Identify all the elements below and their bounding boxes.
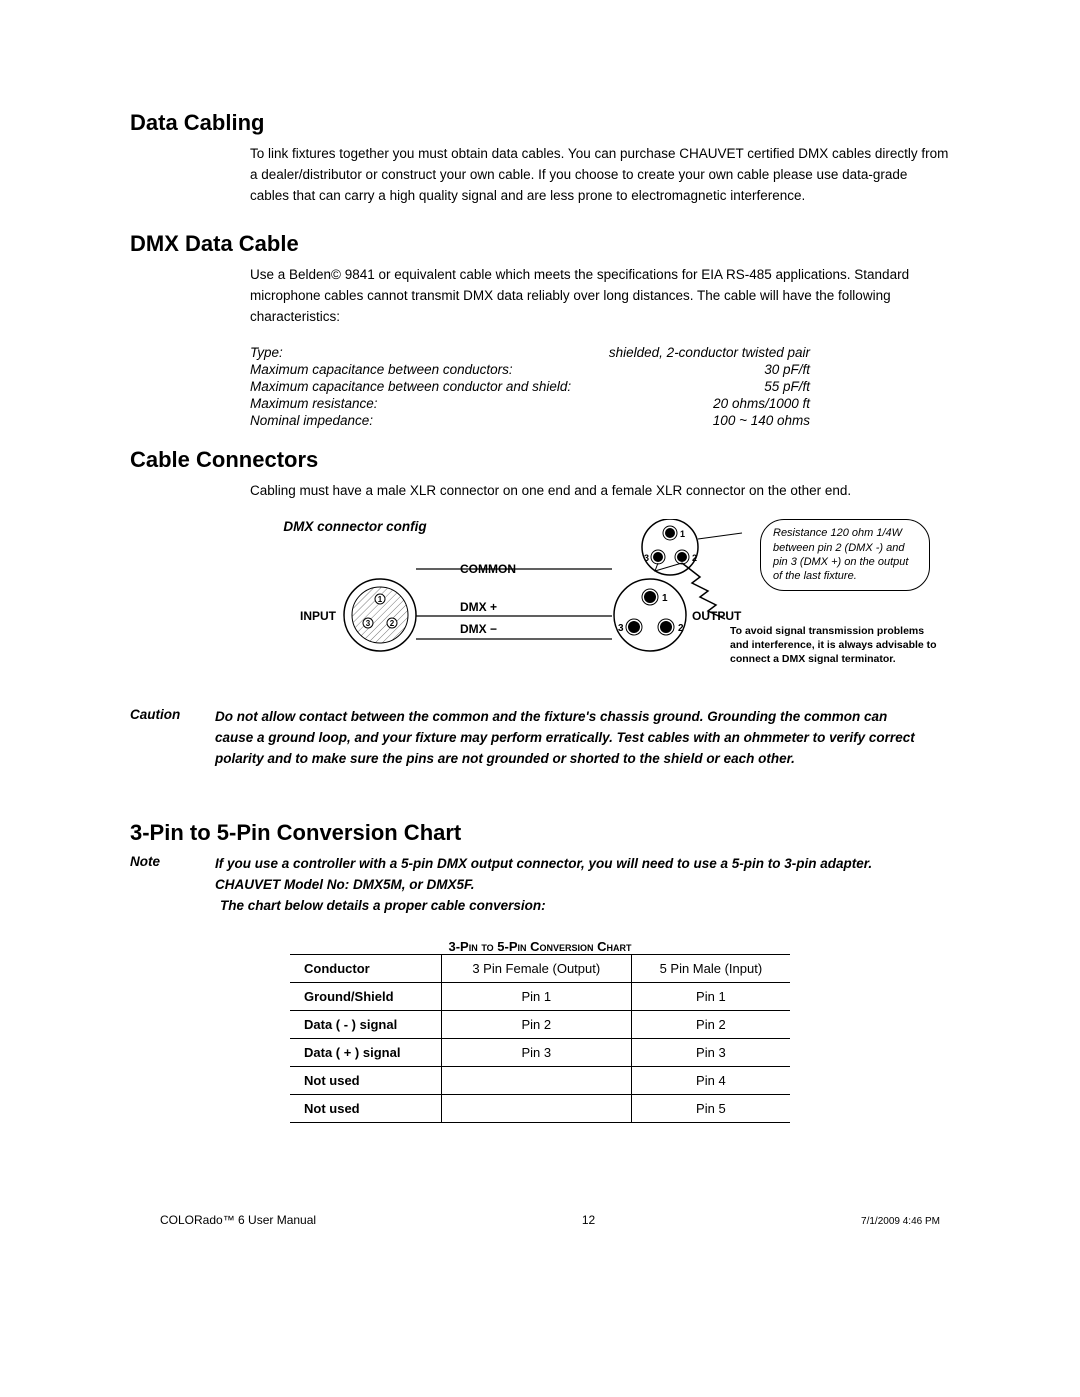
svg-text:1: 1 xyxy=(680,529,685,539)
col-3pin: 3 Pin Female (Output) xyxy=(441,954,631,982)
diagram-pin-labels: COMMON DMX + DMX − xyxy=(460,557,516,641)
heading-data-cabling: Data Cabling xyxy=(130,110,950,136)
spec-row: Maximum capacitance between conductors:3… xyxy=(250,361,810,378)
spec-value: 30 pF/ft xyxy=(594,361,810,378)
svg-text:3: 3 xyxy=(366,619,371,628)
conversion-table: Conductor 3 Pin Female (Output) 5 Pin Ma… xyxy=(290,954,790,1123)
svg-text:3: 3 xyxy=(644,553,649,563)
table-row: Ground/ShieldPin 1Pin 1 xyxy=(290,982,790,1010)
label-dmx-minus: DMX − xyxy=(460,617,516,641)
para-dmx-data-cable: Use a Belden© 9841 or equivalent cable w… xyxy=(250,265,950,328)
spec-row: Type:shielded, 2-conductor twisted pair xyxy=(250,344,810,361)
spec-row: Maximum resistance:20 ohms/1000 ft xyxy=(250,395,810,412)
connector-diagram: DMX connector config 1 3 2 1 3 2 1 xyxy=(230,519,930,699)
spec-value: shielded, 2-conductor twisted pair xyxy=(594,344,810,361)
spec-row: Maximum capacitance between conductor an… xyxy=(250,378,810,395)
page-footer: COLORado™ 6 User Manual 12 7/1/2009 4:46… xyxy=(130,1213,950,1227)
note-block: NoteIf you use a controller with a 5-pin… xyxy=(130,854,950,917)
spec-row: Nominal impedance:100 ~ 140 ohms xyxy=(250,412,810,429)
spec-label: Maximum resistance: xyxy=(250,395,594,412)
svg-text:2: 2 xyxy=(390,619,395,628)
caution-label: Caution xyxy=(130,707,215,722)
para-cable-connectors: Cabling must have a male XLR connector o… xyxy=(250,481,950,502)
terminator-note: To avoid signal transmission problems an… xyxy=(730,625,940,666)
note-sub: The chart below details a proper cable c… xyxy=(220,896,890,917)
label-input: INPUT xyxy=(300,609,336,623)
caution-block: CautionDo not allow contact between the … xyxy=(130,707,950,770)
label-dmx-plus: DMX + xyxy=(460,595,516,619)
footer-left: COLORado™ 6 User Manual xyxy=(160,1213,316,1227)
svg-text:3: 3 xyxy=(618,623,624,634)
resistor-note: Resistance 120 ohm 1/4W between pin 2 (D… xyxy=(760,519,930,590)
table-row: Data ( + ) signalPin 3Pin 3 xyxy=(290,1038,790,1066)
spec-value: 55 pF/ft xyxy=(594,378,810,395)
footer-right: 7/1/2009 4:46 PM xyxy=(861,1216,940,1227)
table-row: Not usedPin 4 xyxy=(290,1066,790,1094)
spec-value: 20 ohms/1000 ft xyxy=(594,395,810,412)
heading-dmx-data-cable: DMX Data Cable xyxy=(130,231,950,257)
label-output: OUTPUT xyxy=(692,609,741,623)
heading-cable-connectors: Cable Connectors xyxy=(130,447,950,473)
svg-text:2: 2 xyxy=(692,553,697,563)
page: Data Cabling To link fixtures together y… xyxy=(0,0,1080,1287)
spec-table: Type:shielded, 2-conductor twisted pair … xyxy=(250,344,810,429)
svg-text:1: 1 xyxy=(662,593,668,604)
note-label: Note xyxy=(130,854,215,869)
table-row: Not usedPin 5 xyxy=(290,1094,790,1122)
conversion-table-title: 3-Pin to 5-Pin Conversion Chart xyxy=(130,939,950,954)
note-text: If you use a controller with a 5-pin DMX… xyxy=(215,854,915,896)
para-data-cabling: To link fixtures together you must obtai… xyxy=(250,144,950,207)
svg-text:2: 2 xyxy=(678,623,684,634)
col-5pin: 5 Pin Male (Input) xyxy=(631,954,790,982)
spec-value: 100 ~ 140 ohms xyxy=(594,412,810,429)
caution-text: Do not allow contact between the common … xyxy=(215,707,915,770)
spec-label: Maximum capacitance between conductor an… xyxy=(250,378,594,395)
table-header-row: Conductor 3 Pin Female (Output) 5 Pin Ma… xyxy=(290,954,790,982)
footer-center: 12 xyxy=(582,1213,595,1227)
label-common: COMMON xyxy=(460,557,516,581)
table-row: Data ( - ) signalPin 2Pin 2 xyxy=(290,1010,790,1038)
heading-conversion: 3-Pin to 5-Pin Conversion Chart xyxy=(130,820,950,846)
col-conductor: Conductor xyxy=(290,954,441,982)
svg-text:1: 1 xyxy=(378,595,383,604)
spec-label: Maximum capacitance between conductors: xyxy=(250,361,594,378)
spec-label: Nominal impedance: xyxy=(250,412,594,429)
spec-label: Type: xyxy=(250,344,594,361)
